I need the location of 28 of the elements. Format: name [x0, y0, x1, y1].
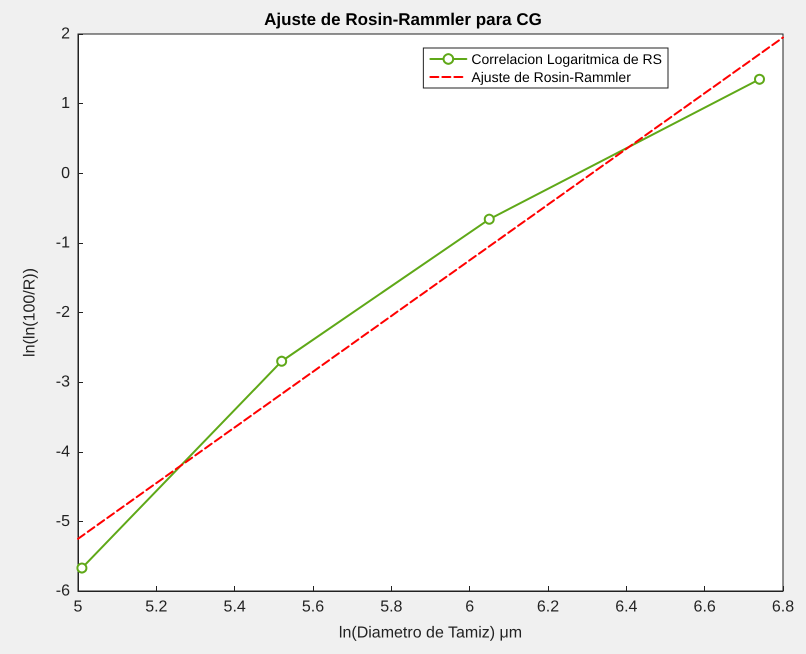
x-tick-label: 5.6 — [302, 598, 324, 616]
y-tick-label: -2 — [56, 304, 70, 321]
y-tick-label: -6 — [56, 582, 70, 600]
y-tick-label: -1 — [56, 234, 70, 252]
x-tick-label: 5.4 — [224, 598, 246, 616]
chart-title: Ajuste de Rosin-Rammler para CG — [264, 10, 542, 29]
y-axis-title: ln(ln(100/R)) — [22, 268, 38, 357]
point — [76, 562, 88, 574]
x-tick-label: 6.2 — [536, 598, 560, 616]
y-tick-label: 0 — [61, 164, 70, 182]
x-axis-title: ln(Diametro de Tamiz) μm — [338, 624, 522, 642]
y-tick-label: -4 — [56, 443, 70, 460]
y-tick-label: 2 — [61, 26, 70, 42]
x-tick-label: 6.8 — [772, 598, 794, 616]
legend-label: Ajuste de Rosin-Rammler — [471, 69, 632, 85]
y-tick-label: 1 — [61, 95, 70, 112]
legend-label: Correlacion Logaritmica de RS — [471, 51, 662, 67]
x-tick-label: 5.8 — [380, 598, 403, 616]
y-tick-label: -5 — [56, 512, 70, 530]
point — [754, 74, 765, 85]
point — [484, 214, 495, 225]
x-tick-label: 5 — [74, 598, 83, 616]
x-tick-label: 6.6 — [694, 598, 716, 616]
x-tick-label: 6 — [465, 598, 474, 616]
x-tick-label: 5.2 — [145, 598, 168, 616]
point — [276, 356, 288, 367]
y-tick-label: -3 — [56, 374, 70, 391]
x-tick-label: 6.4 — [615, 598, 638, 616]
